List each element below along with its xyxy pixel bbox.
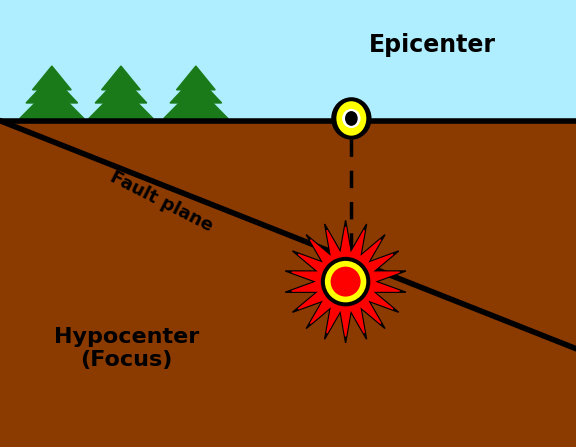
Bar (0, 121, 576, 447)
Ellipse shape (345, 111, 358, 126)
Bar (46, 107, 58, 121)
Bar (0, 0, 576, 121)
Ellipse shape (325, 261, 366, 302)
Polygon shape (291, 227, 400, 336)
Ellipse shape (336, 101, 366, 136)
Polygon shape (26, 76, 78, 103)
Ellipse shape (342, 109, 361, 128)
Ellipse shape (331, 266, 361, 297)
Text: Epicenter: Epicenter (369, 33, 495, 57)
Ellipse shape (331, 97, 372, 139)
Bar (190, 107, 202, 121)
Bar (115, 107, 127, 121)
Polygon shape (164, 86, 228, 118)
Polygon shape (95, 76, 147, 103)
Ellipse shape (317, 253, 374, 310)
Text: Fault plane: Fault plane (107, 168, 215, 235)
Polygon shape (101, 66, 141, 90)
Ellipse shape (321, 257, 370, 306)
Polygon shape (20, 86, 84, 118)
Polygon shape (176, 66, 215, 90)
Polygon shape (285, 220, 406, 343)
Polygon shape (89, 86, 153, 118)
Text: Hypocenter
(Focus): Hypocenter (Focus) (54, 327, 199, 370)
Polygon shape (32, 66, 71, 90)
Polygon shape (170, 76, 222, 103)
